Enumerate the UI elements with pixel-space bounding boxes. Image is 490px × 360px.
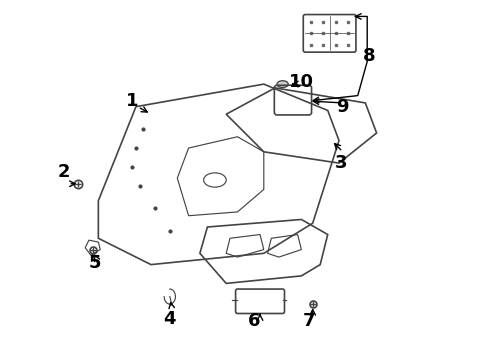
Text: 8: 8 — [363, 47, 375, 65]
Text: 2: 2 — [57, 163, 70, 181]
Text: 6: 6 — [248, 312, 261, 330]
Text: 5: 5 — [88, 254, 101, 272]
Text: 4: 4 — [164, 310, 176, 328]
Ellipse shape — [277, 81, 288, 87]
Text: 7: 7 — [303, 312, 315, 330]
Text: 9: 9 — [337, 98, 349, 116]
Text: 10: 10 — [289, 73, 314, 91]
Text: 3: 3 — [335, 154, 347, 172]
Text: 1: 1 — [126, 92, 139, 110]
